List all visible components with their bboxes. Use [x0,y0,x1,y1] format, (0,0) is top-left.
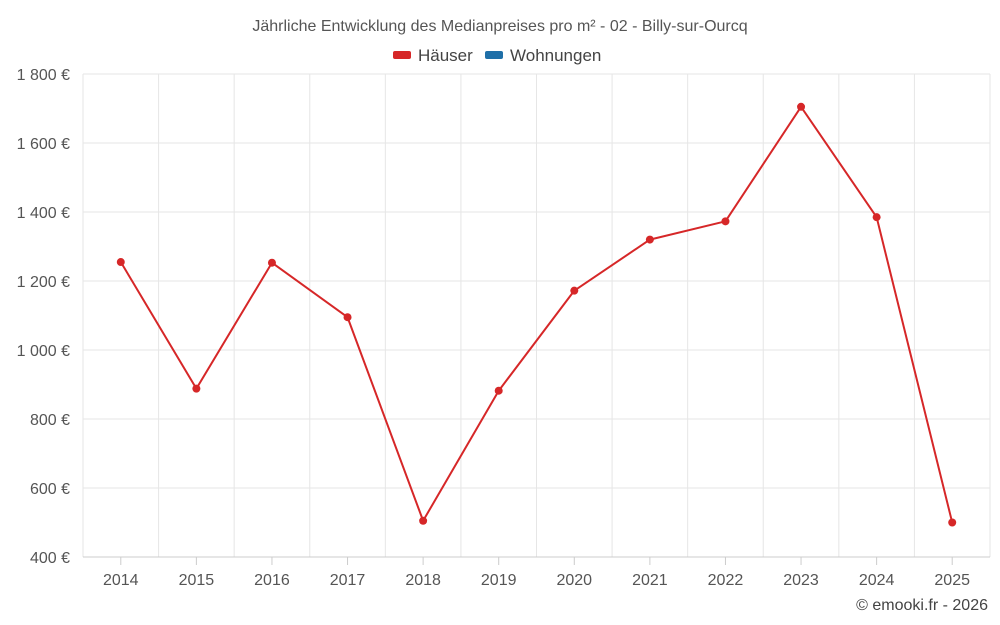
x-tick-label: 2018 [405,572,441,589]
data-point-haeuser[interactable] [116,258,125,267]
legend-label-wohnungen: Wohnungen [510,46,601,65]
data-point-haeuser[interactable] [872,213,881,222]
y-tick-label: 1 200 € [17,274,70,291]
x-tick-label: 2024 [859,572,895,589]
data-point-haeuser[interactable] [948,518,957,527]
y-tick-label: 800 € [30,412,70,429]
x-axis: 2014 2015 2016 2017 2018 2019 2020 2021 2022 2023… [83,556,990,589]
x-tick-label: 2017 [330,572,366,589]
data-point-haeuser[interactable] [645,235,654,244]
data-point-haeuser[interactable] [267,258,276,267]
y-tick-label: 1 600 € [17,136,70,153]
legend-swatch-haeuser [393,51,411,59]
grid [82,73,991,557]
y-tick-label: 400 € [30,550,70,567]
x-tick-label: 2016 [254,572,290,589]
y-tick-label: 1 000 € [17,343,70,360]
data-point-haeuser[interactable] [494,386,503,395]
x-tick-label: 2019 [481,572,517,589]
series-line-haeuser [119,105,954,523]
y-tick-label: 1 800 € [17,67,70,84]
y-tick-label: 600 € [30,481,70,498]
legend-item-haeuser[interactable]: Häuser [393,46,473,65]
legend-label-haeuser: Häuser [418,46,473,65]
x-tick-label: 2020 [556,572,592,589]
data-point-haeuser[interactable] [192,384,201,393]
x-tick-label: 2023 [783,572,819,589]
x-tick-label: 2015 [179,572,215,589]
data-point-haeuser[interactable] [721,217,730,226]
data-point-haeuser[interactable] [797,102,806,111]
data-point-haeuser[interactable] [570,286,579,295]
credit-text: © emooki.fr - 2026 [856,597,988,614]
legend: Häuser Wohnungen [393,46,601,65]
y-axis: 400 € 600 € 800 € 1 000 € 1 200 € 1 400 € 1 60… [17,67,70,567]
series-haeuser [116,102,957,527]
data-point-haeuser[interactable] [343,313,352,322]
chart-title: Jährliche Entwicklung des Medianpreises … [252,18,747,35]
legend-item-wohnungen[interactable]: Wohnungen [485,46,601,65]
x-tick-label: 2021 [632,572,668,589]
x-tick-label: 2025 [934,572,970,589]
legend-swatch-wohnungen [485,51,503,59]
x-tick-label: 2022 [708,572,744,589]
y-tick-label: 1 400 € [17,205,70,222]
data-point-haeuser[interactable] [419,516,428,525]
x-tick-label: 2014 [103,572,139,589]
